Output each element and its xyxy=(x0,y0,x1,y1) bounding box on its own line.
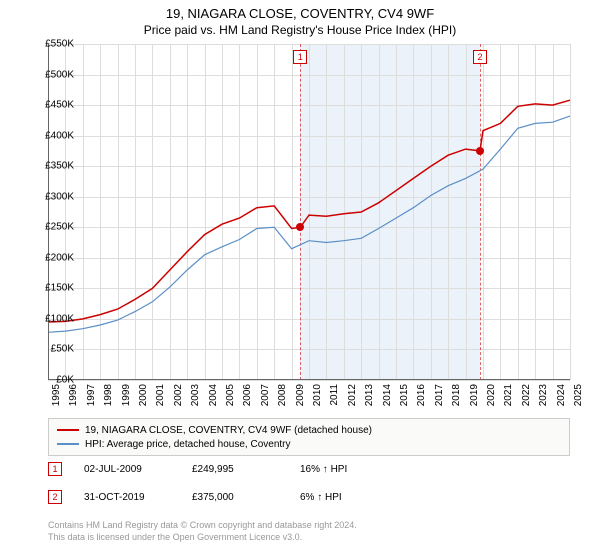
y-tick-label: £350K xyxy=(34,161,74,172)
x-tick-label: 2007 xyxy=(260,384,271,406)
sale-delta-1: 16% ↑ HPI xyxy=(300,464,386,475)
line-series-property xyxy=(48,100,570,322)
y-tick-label: £200K xyxy=(34,252,74,263)
x-tick-label: 2025 xyxy=(573,384,584,406)
x-tick-label: 2009 xyxy=(295,384,306,406)
x-tick-label: 2012 xyxy=(347,384,358,406)
x-tick-label: 1997 xyxy=(86,384,97,406)
x-tick-label: 2008 xyxy=(277,384,288,406)
line-series-hpi xyxy=(48,116,570,332)
sale-date-2: 31-OCT-2019 xyxy=(84,492,170,503)
x-tick-label: 2004 xyxy=(208,384,219,406)
y-tick-label: £550K xyxy=(34,39,74,50)
x-tick-label: 1995 xyxy=(51,384,62,406)
y-tick-label: £50K xyxy=(34,344,74,355)
y-tick-label: £500K xyxy=(34,69,74,80)
sale-delta-2: 6% ↑ HPI xyxy=(300,492,386,503)
x-tick-label: 2010 xyxy=(312,384,323,406)
x-tick-label: 2001 xyxy=(155,384,166,406)
chart-title-desc: Price paid vs. HM Land Registry's House … xyxy=(0,21,600,41)
x-tick-label: 2017 xyxy=(434,384,445,406)
x-tick-label: 2011 xyxy=(329,384,340,406)
footer-notice: Contains HM Land Registry data © Crown c… xyxy=(48,520,570,543)
x-tick-label: 2003 xyxy=(190,384,201,406)
sale-price-2: £375,000 xyxy=(192,492,278,503)
x-tick-label: 2015 xyxy=(399,384,410,406)
x-tick-label: 2016 xyxy=(416,384,427,406)
legend-label-property: 19, NIAGARA CLOSE, COVENTRY, CV4 9WF (de… xyxy=(85,425,372,436)
x-tick-label: 2018 xyxy=(451,384,462,406)
sale-marker-2: 2 xyxy=(48,490,62,504)
x-tick-label: 2022 xyxy=(521,384,532,406)
x-tick-label: 2019 xyxy=(469,384,480,406)
sale-date-1: 02-JUL-2009 xyxy=(84,464,170,475)
footer-copyright: Contains HM Land Registry data © Crown c… xyxy=(48,520,570,532)
x-tick-label: 1999 xyxy=(121,384,132,406)
y-tick-label: £250K xyxy=(34,222,74,233)
legend-row-property: 19, NIAGARA CLOSE, COVENTRY, CV4 9WF (de… xyxy=(57,423,561,437)
x-tick-label: 2021 xyxy=(503,384,514,406)
footer-license: This data is licensed under the Open Gov… xyxy=(48,532,570,544)
x-tick-label: 2002 xyxy=(173,384,184,406)
x-tick-label: 2013 xyxy=(364,384,375,406)
x-tick-label: 1996 xyxy=(68,384,79,406)
chart-legend: 19, NIAGARA CLOSE, COVENTRY, CV4 9WF (de… xyxy=(48,418,570,456)
sale-row-1: 1 02-JUL-2009 £249,995 16% ↑ HPI xyxy=(48,462,570,476)
chart-title-address: 19, NIAGARA CLOSE, COVENTRY, CV4 9WF xyxy=(0,0,600,21)
sale-price-1: £249,995 xyxy=(192,464,278,475)
x-tick-label: 2014 xyxy=(382,384,393,406)
x-tick-label: 2006 xyxy=(242,384,253,406)
x-tick-label: 1998 xyxy=(103,384,114,406)
x-tick-label: 2024 xyxy=(556,384,567,406)
y-tick-label: £400K xyxy=(34,130,74,141)
sale-row-2: 2 31-OCT-2019 £375,000 6% ↑ HPI xyxy=(48,490,570,504)
x-tick-label: 2005 xyxy=(225,384,236,406)
y-tick-label: £300K xyxy=(34,191,74,202)
y-tick-label: £150K xyxy=(34,283,74,294)
x-tick-label: 2023 xyxy=(538,384,549,406)
y-tick-label: £100K xyxy=(34,313,74,324)
y-tick-label: £450K xyxy=(34,100,74,111)
legend-row-hpi: HPI: Average price, detached house, Cove… xyxy=(57,437,561,451)
x-tick-label: 2020 xyxy=(486,384,497,406)
legend-label-hpi: HPI: Average price, detached house, Cove… xyxy=(85,439,291,450)
x-tick-label: 2000 xyxy=(138,384,149,406)
sale-marker-1: 1 xyxy=(48,462,62,476)
chart-plot-area: 12 xyxy=(48,44,570,380)
